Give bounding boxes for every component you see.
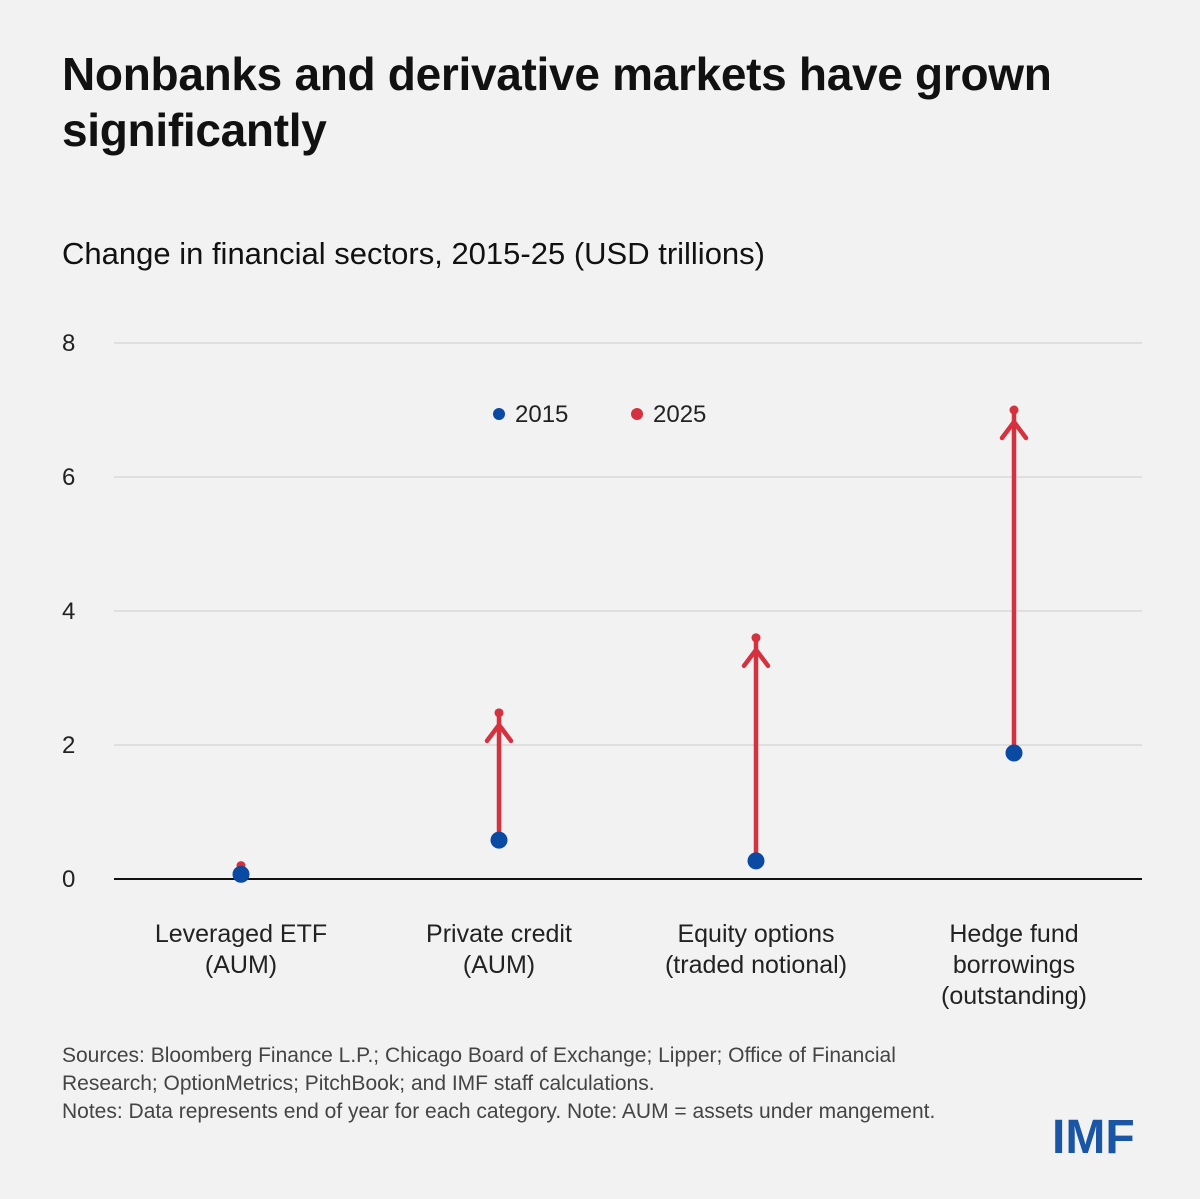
legend-label-2025: 2025	[653, 401, 706, 428]
y-tick-label: 0	[62, 866, 75, 893]
legend-label-2015: 2015	[515, 401, 568, 428]
footer-notes: Sources: Bloomberg Finance L.P.; Chicago…	[62, 1042, 942, 1126]
imf-logo: IMF	[1052, 1111, 1135, 1164]
legend-marker-2015	[493, 408, 505, 420]
category-label: (traded notional)	[665, 951, 847, 979]
chart-subtitle: Change in financial sectors, 2015-25 (US…	[62, 236, 765, 271]
y-tick-label: 6	[62, 464, 75, 491]
category-label: Leveraged ETF	[155, 920, 327, 948]
point-2025	[494, 708, 504, 718]
point-2025	[751, 633, 761, 643]
y-tick-label: 4	[62, 598, 75, 625]
point-2015	[232, 865, 250, 883]
change-arrow-head	[999, 419, 1029, 441]
legend-marker-2025	[631, 408, 643, 420]
point-2015	[747, 852, 765, 870]
point-2015	[1005, 744, 1023, 762]
category-label: borrowings	[953, 951, 1075, 979]
category-label: Private credit	[426, 920, 572, 948]
notes-text: Notes: Data represents end of year for e…	[62, 1100, 936, 1123]
category-label: (AUM)	[205, 951, 277, 979]
y-tick-label: 8	[62, 330, 75, 357]
sources-text: Sources: Bloomberg Finance L.P.; Chicago…	[62, 1044, 896, 1095]
point-2025	[1009, 405, 1019, 415]
change-arrow-head	[484, 722, 514, 744]
change-arrow-head	[741, 647, 771, 669]
chart-title: Nonbanks and derivative markets have gro…	[62, 48, 1052, 156]
point-2015	[490, 831, 508, 849]
y-tick-label: 2	[62, 732, 75, 759]
category-label: Equity options	[677, 920, 834, 948]
category-label: Hedge fund	[949, 920, 1078, 948]
category-label: (outstanding)	[941, 982, 1087, 1010]
category-label: (AUM)	[463, 951, 535, 979]
